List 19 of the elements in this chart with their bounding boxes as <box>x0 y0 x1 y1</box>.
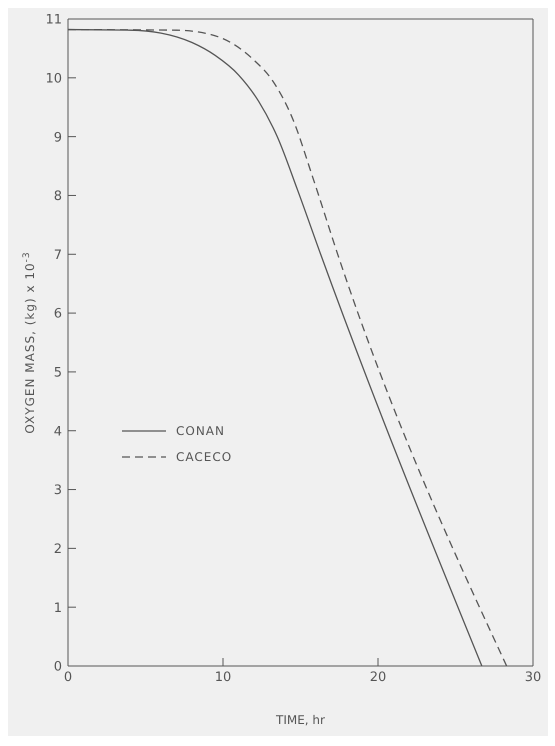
y-tick-label: 9 <box>54 130 62 146</box>
x-tick-label: 20 <box>370 670 386 686</box>
x-tick-label: 0 <box>64 670 72 686</box>
y-tick-label: 3 <box>54 483 62 498</box>
y-tick-label: 1 <box>54 600 62 616</box>
y-tick-label: 11 <box>45 12 62 28</box>
y-tick-label: 2 <box>54 542 62 557</box>
y-tick-label: 5 <box>54 366 62 381</box>
y-tick-label: 6 <box>54 306 62 322</box>
y-tick-label: 7 <box>54 248 62 263</box>
y-tick-label: 4 <box>54 424 62 440</box>
x-tick-label: 30 <box>524 670 542 686</box>
legend-label: CONAN <box>176 424 225 438</box>
y-tick-label: 8 <box>54 189 62 204</box>
y-tick-label: 10 <box>45 71 62 86</box>
legend-label: CACECO <box>176 450 232 464</box>
x-tick-label: 10 <box>214 670 232 686</box>
x-axis-title: TIME, hr <box>275 713 326 727</box>
y-tick-label: 0 <box>54 660 62 675</box>
